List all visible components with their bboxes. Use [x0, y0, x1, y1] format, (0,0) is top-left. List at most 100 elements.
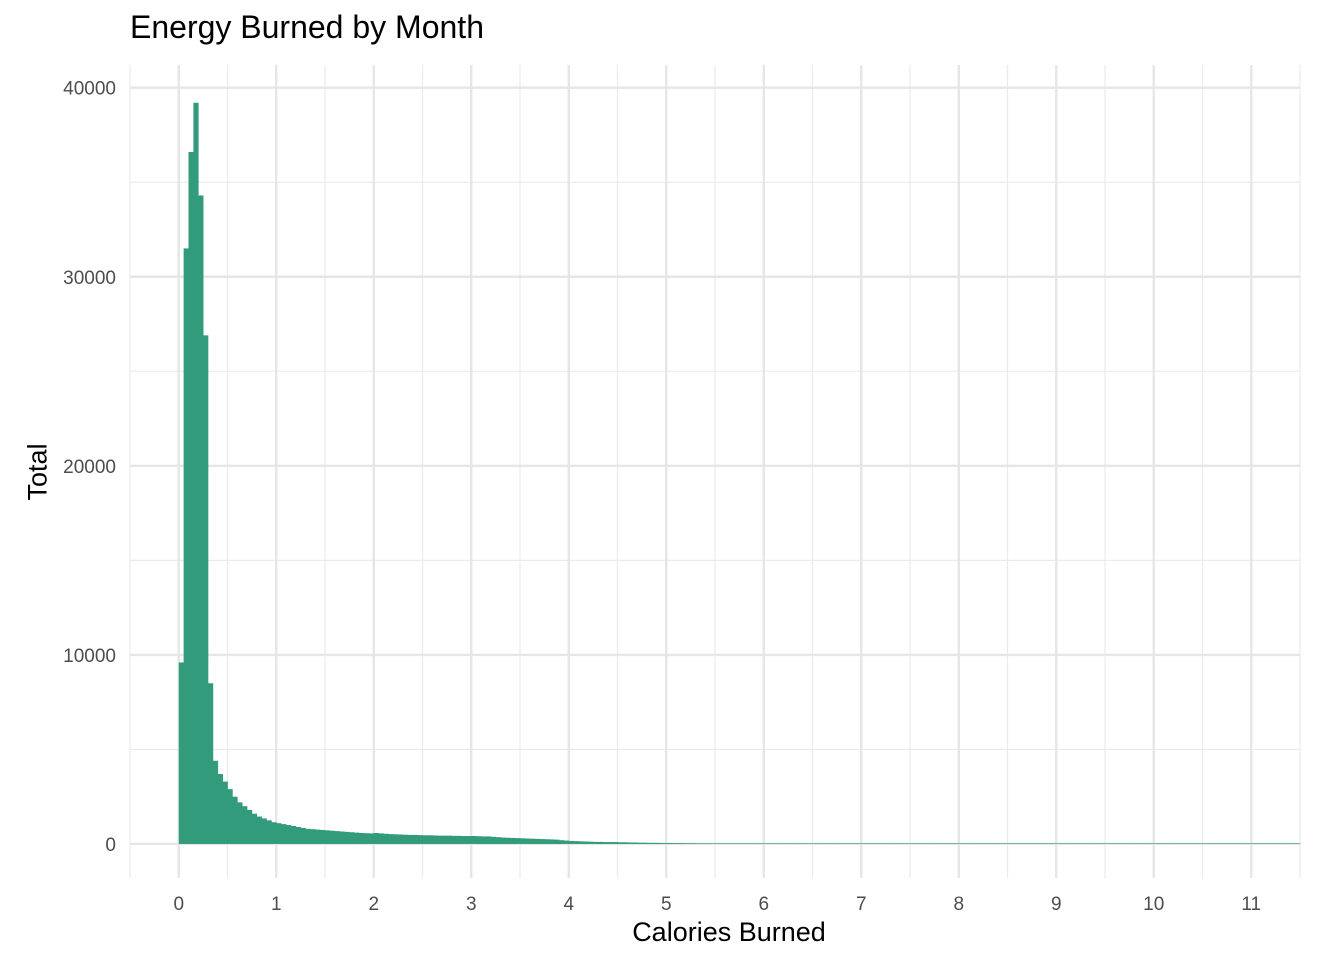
histogram-bar [500, 837, 506, 844]
x-tick-label: 4 [563, 894, 574, 915]
histogram-bar [378, 833, 384, 844]
histogram-bar [1061, 843, 1067, 844]
histogram-bar [1202, 843, 1208, 844]
y-tick-label: 40000 [63, 79, 116, 100]
histogram-bar [651, 842, 657, 844]
histogram-bar [515, 838, 521, 844]
histogram-bar [1158, 843, 1164, 844]
histogram-bar [251, 813, 258, 844]
histogram-bar [895, 843, 901, 844]
histogram-bar [1148, 843, 1155, 844]
histogram-bar [373, 833, 379, 844]
histogram-bar [739, 843, 745, 844]
histogram-bar [437, 835, 443, 844]
histogram-bar [744, 843, 750, 844]
histogram-bar [880, 843, 886, 844]
histogram-bar [466, 836, 472, 844]
x-tick-label: 10 [1143, 894, 1164, 915]
histogram-bar [446, 835, 453, 844]
histogram-bar [276, 823, 282, 844]
histogram-bar [1036, 843, 1042, 844]
histogram-bar [583, 841, 589, 844]
x-axis-label: Calories Burned [632, 917, 826, 947]
histogram-bar [919, 843, 925, 844]
histogram-bar [520, 838, 526, 844]
histogram-bar [1002, 843, 1008, 844]
histogram-bar [495, 837, 501, 844]
histogram-bar [646, 842, 652, 844]
y-tick-labels: 0 10000 20000 30000 40000 [63, 79, 116, 856]
histogram-bar [841, 843, 847, 844]
histogram-bar [666, 843, 672, 844]
histogram-bar [534, 838, 540, 844]
histogram-bar [632, 842, 638, 844]
histogram-bar [1075, 843, 1081, 844]
histogram-bar [456, 835, 462, 844]
x-tick-label: 3 [466, 894, 477, 915]
x-tick-label: 9 [1051, 894, 1062, 915]
histogram-bar [471, 836, 477, 844]
histogram-bar [329, 830, 336, 844]
histogram-bar [290, 826, 297, 844]
histogram-bar [637, 842, 643, 844]
histogram-bar [1280, 843, 1286, 844]
histogram-bar [1226, 843, 1233, 844]
histogram-bar [212, 760, 219, 844]
histogram-bar [958, 843, 964, 844]
histogram-bar [247, 809, 253, 844]
histogram-bar [183, 248, 189, 844]
histogram-bar [1187, 843, 1194, 844]
x-tick-label: 0 [173, 894, 184, 915]
y-tick-label: 0 [105, 835, 116, 856]
x-tick-label: 6 [758, 894, 769, 915]
histogram-bar [1168, 843, 1174, 844]
histogram-bar [398, 834, 404, 844]
histogram-bar [978, 843, 984, 844]
histogram-bar [432, 835, 438, 844]
histogram-bar [676, 843, 682, 844]
histogram-bar [890, 843, 896, 844]
histogram-bar [354, 832, 360, 844]
histogram-bar [417, 835, 423, 844]
histogram-bar [656, 842, 662, 844]
histogram-bars [178, 102, 1301, 844]
histogram-bar [1290, 843, 1296, 844]
histogram-bar [1080, 843, 1086, 844]
histogram-bar [1231, 843, 1237, 844]
y-tick-label: 10000 [63, 646, 116, 667]
histogram-bar [364, 833, 370, 844]
histogram-bar [242, 806, 248, 844]
histogram-bar [393, 834, 399, 844]
histogram-bar [271, 822, 277, 844]
chart-title: Energy Burned by Month [130, 9, 484, 45]
histogram-bar [671, 843, 677, 844]
histogram-bar [544, 839, 550, 844]
histogram-bar [724, 843, 730, 844]
histogram-bar [661, 843, 667, 844]
histogram-bar [388, 834, 394, 844]
histogram-bar [568, 840, 574, 844]
histogram-bar [1261, 843, 1267, 844]
histogram-bar [1105, 843, 1111, 844]
histogram-bar [783, 843, 789, 844]
histogram-bar [1007, 843, 1013, 844]
histogram-bar [910, 843, 916, 844]
histogram-bar [641, 842, 648, 844]
histogram-bar [344, 831, 350, 844]
histogram-bar [719, 843, 726, 844]
histogram-bar [1251, 843, 1257, 844]
histogram-bar [836, 843, 843, 844]
y-tick-label: 20000 [63, 457, 116, 478]
histogram-bar [1275, 843, 1281, 844]
histogram-bar [217, 774, 223, 844]
histogram-bar [227, 789, 233, 844]
histogram-bar [763, 843, 769, 844]
histogram-bar [1222, 843, 1228, 844]
histogram-bar [1163, 843, 1169, 844]
histogram-bar [539, 839, 545, 844]
histogram-bar [905, 843, 911, 844]
histogram-bar [871, 843, 877, 844]
histogram-bar [598, 841, 604, 844]
histogram-bar [266, 820, 272, 844]
